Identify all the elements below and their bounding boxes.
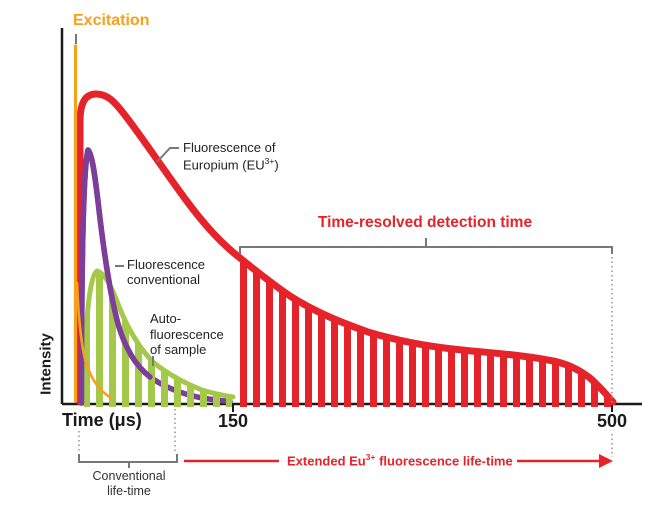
europium-hatch-area (240, 254, 611, 407)
conventional-fluorescence-curve (78, 147, 153, 406)
europium-callout-line (156, 147, 179, 163)
autofluorescence-label: Auto- fluorescence of sample (150, 311, 224, 357)
y-axis-label: Intensity (37, 333, 55, 395)
extended-lifetime-arrow (184, 454, 613, 468)
europium-label-line1: Fluorescence of (183, 140, 276, 155)
x-axis-label: Time (μs) (62, 410, 142, 430)
superscript-3plus: 3+ (365, 452, 376, 462)
excitation-decay-tail (75, 281, 113, 400)
excitation-label: Excitation (73, 12, 150, 29)
conventional-lifetime-label: Conventional life-time (92, 469, 166, 498)
superscript-3plus: 3+ (264, 155, 275, 166)
detection-window-label: Time-resolved detection time (317, 214, 533, 231)
detection-window-bracket (239, 238, 613, 254)
europium-label: Fluorescence of Europium (EU3+) (183, 141, 279, 171)
arrowhead-icon (599, 454, 613, 468)
conventional-fluorescence-label: Fluorescence conventional (127, 257, 206, 287)
x-tick-500: 500 (596, 411, 628, 431)
europium-label-line2: Europium (EU3+) (183, 155, 279, 172)
europium-curve (76, 90, 617, 406)
autofluorescence-curve (81, 268, 236, 405)
conventional-lifetime-bracket (78, 454, 178, 468)
x-tick-150: 150 (217, 411, 249, 431)
extended-lifetime-label: Extended Eu3+ fluorescence life-time (287, 452, 513, 469)
